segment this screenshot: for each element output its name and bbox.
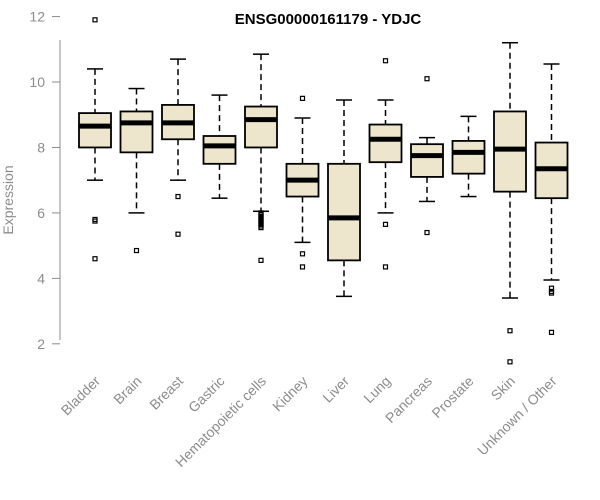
box-liver [327, 99, 361, 298]
interquartile-box [78, 112, 112, 149]
interquartile-box [410, 143, 444, 178]
outlier-point [175, 231, 181, 237]
y-tick-label: 2 [37, 336, 45, 352]
outlier-point [507, 328, 513, 334]
x-tick-label: Breast [146, 373, 186, 413]
box-pancreas [410, 76, 444, 236]
outlier-point [382, 58, 389, 64]
outlier-point [548, 290, 555, 296]
y-axis-label: Expression [0, 165, 16, 234]
y-tick-label: 8 [37, 139, 45, 155]
box-gastric [202, 94, 237, 199]
interquartile-box [119, 110, 154, 154]
outlier-point [424, 229, 430, 236]
outlier-point [299, 95, 306, 101]
box-prostate [451, 115, 486, 198]
box-lung [368, 58, 403, 270]
box-skin [493, 41, 527, 365]
outlier-point [382, 221, 389, 227]
x-tick-label: Kidney [269, 373, 311, 415]
outlier-point [507, 359, 513, 365]
interquartile-box [368, 123, 403, 164]
x-tick-label: Bladder [58, 373, 104, 419]
y-tick-label: 6 [37, 205, 45, 221]
interquartile-box [327, 162, 361, 262]
interquartile-box [244, 105, 278, 149]
box-series [78, 17, 569, 365]
y-tick-label: 10 [29, 74, 45, 90]
outlier-point [133, 247, 140, 254]
outlier-point [175, 193, 181, 200]
outlier-point [548, 329, 555, 335]
interquartile-box [202, 135, 237, 165]
outlier-point [258, 225, 264, 231]
y-axis-ticks: 2 4 6 8 10 12 [29, 9, 60, 352]
outlier-point [92, 17, 98, 23]
y-tick-label: 4 [37, 270, 45, 286]
x-tick-label: Brain [110, 373, 144, 407]
box-brain [119, 87, 154, 254]
box-breast [161, 58, 195, 237]
outlier-point [92, 256, 98, 262]
x-tick-label: Lung [360, 373, 393, 406]
outlier-point [548, 285, 555, 291]
outlier-point [299, 264, 306, 270]
outlier-point [382, 264, 389, 270]
x-tick-label: Prostate [428, 373, 476, 421]
outlier-point [299, 251, 306, 257]
outlier-point [258, 257, 264, 263]
chart-title: ENSG00000161179 - YDJC [235, 11, 422, 28]
interquartile-box [451, 140, 486, 175]
x-tick-label: Liver [319, 373, 352, 406]
x-tick-label: Skin [488, 373, 519, 404]
box-kidney [285, 95, 320, 270]
outlier-point [92, 218, 98, 224]
box-hematopoietic-cells [244, 53, 278, 263]
x-tick-label: Unknown / Other [474, 373, 560, 459]
box-unknown-other [534, 63, 569, 335]
box-bladder [78, 17, 112, 262]
outlier-point [424, 76, 430, 82]
y-tick-label: 12 [29, 9, 45, 25]
